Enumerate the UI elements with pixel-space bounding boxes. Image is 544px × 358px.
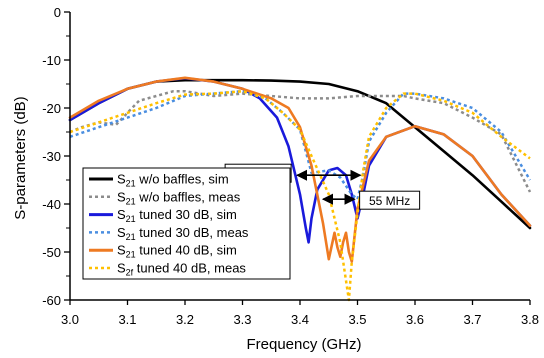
x-tick-label: 3.6 — [406, 312, 424, 327]
series-line-6 — [69, 89, 531, 302]
legend-entry-2: S21 w/o baffles, meas — [117, 189, 241, 206]
y-tick-label: -50 — [42, 245, 61, 260]
x-tick-label: 3.2 — [176, 312, 194, 327]
x-tick-label: 3.8 — [521, 312, 539, 327]
y-tick-label: -10 — [42, 53, 61, 68]
y-tick-label: 0 — [54, 5, 61, 20]
legend-entry-5: S21 tuned 40 dB, sim — [117, 243, 237, 260]
x-tick-label: 3.1 — [118, 312, 136, 327]
x-tick-label: 3.4 — [291, 312, 309, 327]
legend-entry-1: S21 w/o baffles, sim — [117, 172, 229, 189]
x-tick-label: 3.3 — [233, 312, 251, 327]
x-tick-label: 3.7 — [463, 312, 481, 327]
legend-box — [82, 167, 291, 280]
y-tick-label: -40 — [42, 197, 61, 212]
legend-entry-6: S2f tuned 40 dB, meas — [117, 261, 246, 278]
bandwidth-label-box-55 — [359, 190, 421, 210]
series-line-5 — [68, 76, 532, 263]
y-axis-title: S-parameters (dB) — [12, 96, 29, 219]
axes — [69, 12, 530, 301]
axis-ticks: 0 -10 -20 -30 -40 -50 -603.0 3.1 3.2 3.3 3.4 3.5 3.6… — [42, 5, 539, 327]
bandwidth-label-55: 55 MHz — [369, 194, 410, 208]
legend-entry-4: S21 tuned 30 dB, meas — [117, 225, 249, 242]
legend-entry-3: S21 tuned 30 dB, sim — [117, 207, 237, 224]
x-tick-label: 3.0 — [61, 312, 79, 327]
y-tick-label: -20 — [42, 101, 61, 116]
x-axis-title: Frequency (GHz) — [246, 336, 361, 353]
x-tick-label: 3.5 — [348, 312, 366, 327]
y-tick-label: -30 — [42, 149, 61, 164]
y-tick-label: -60 — [42, 293, 61, 308]
series-layer — [68, 76, 532, 302]
